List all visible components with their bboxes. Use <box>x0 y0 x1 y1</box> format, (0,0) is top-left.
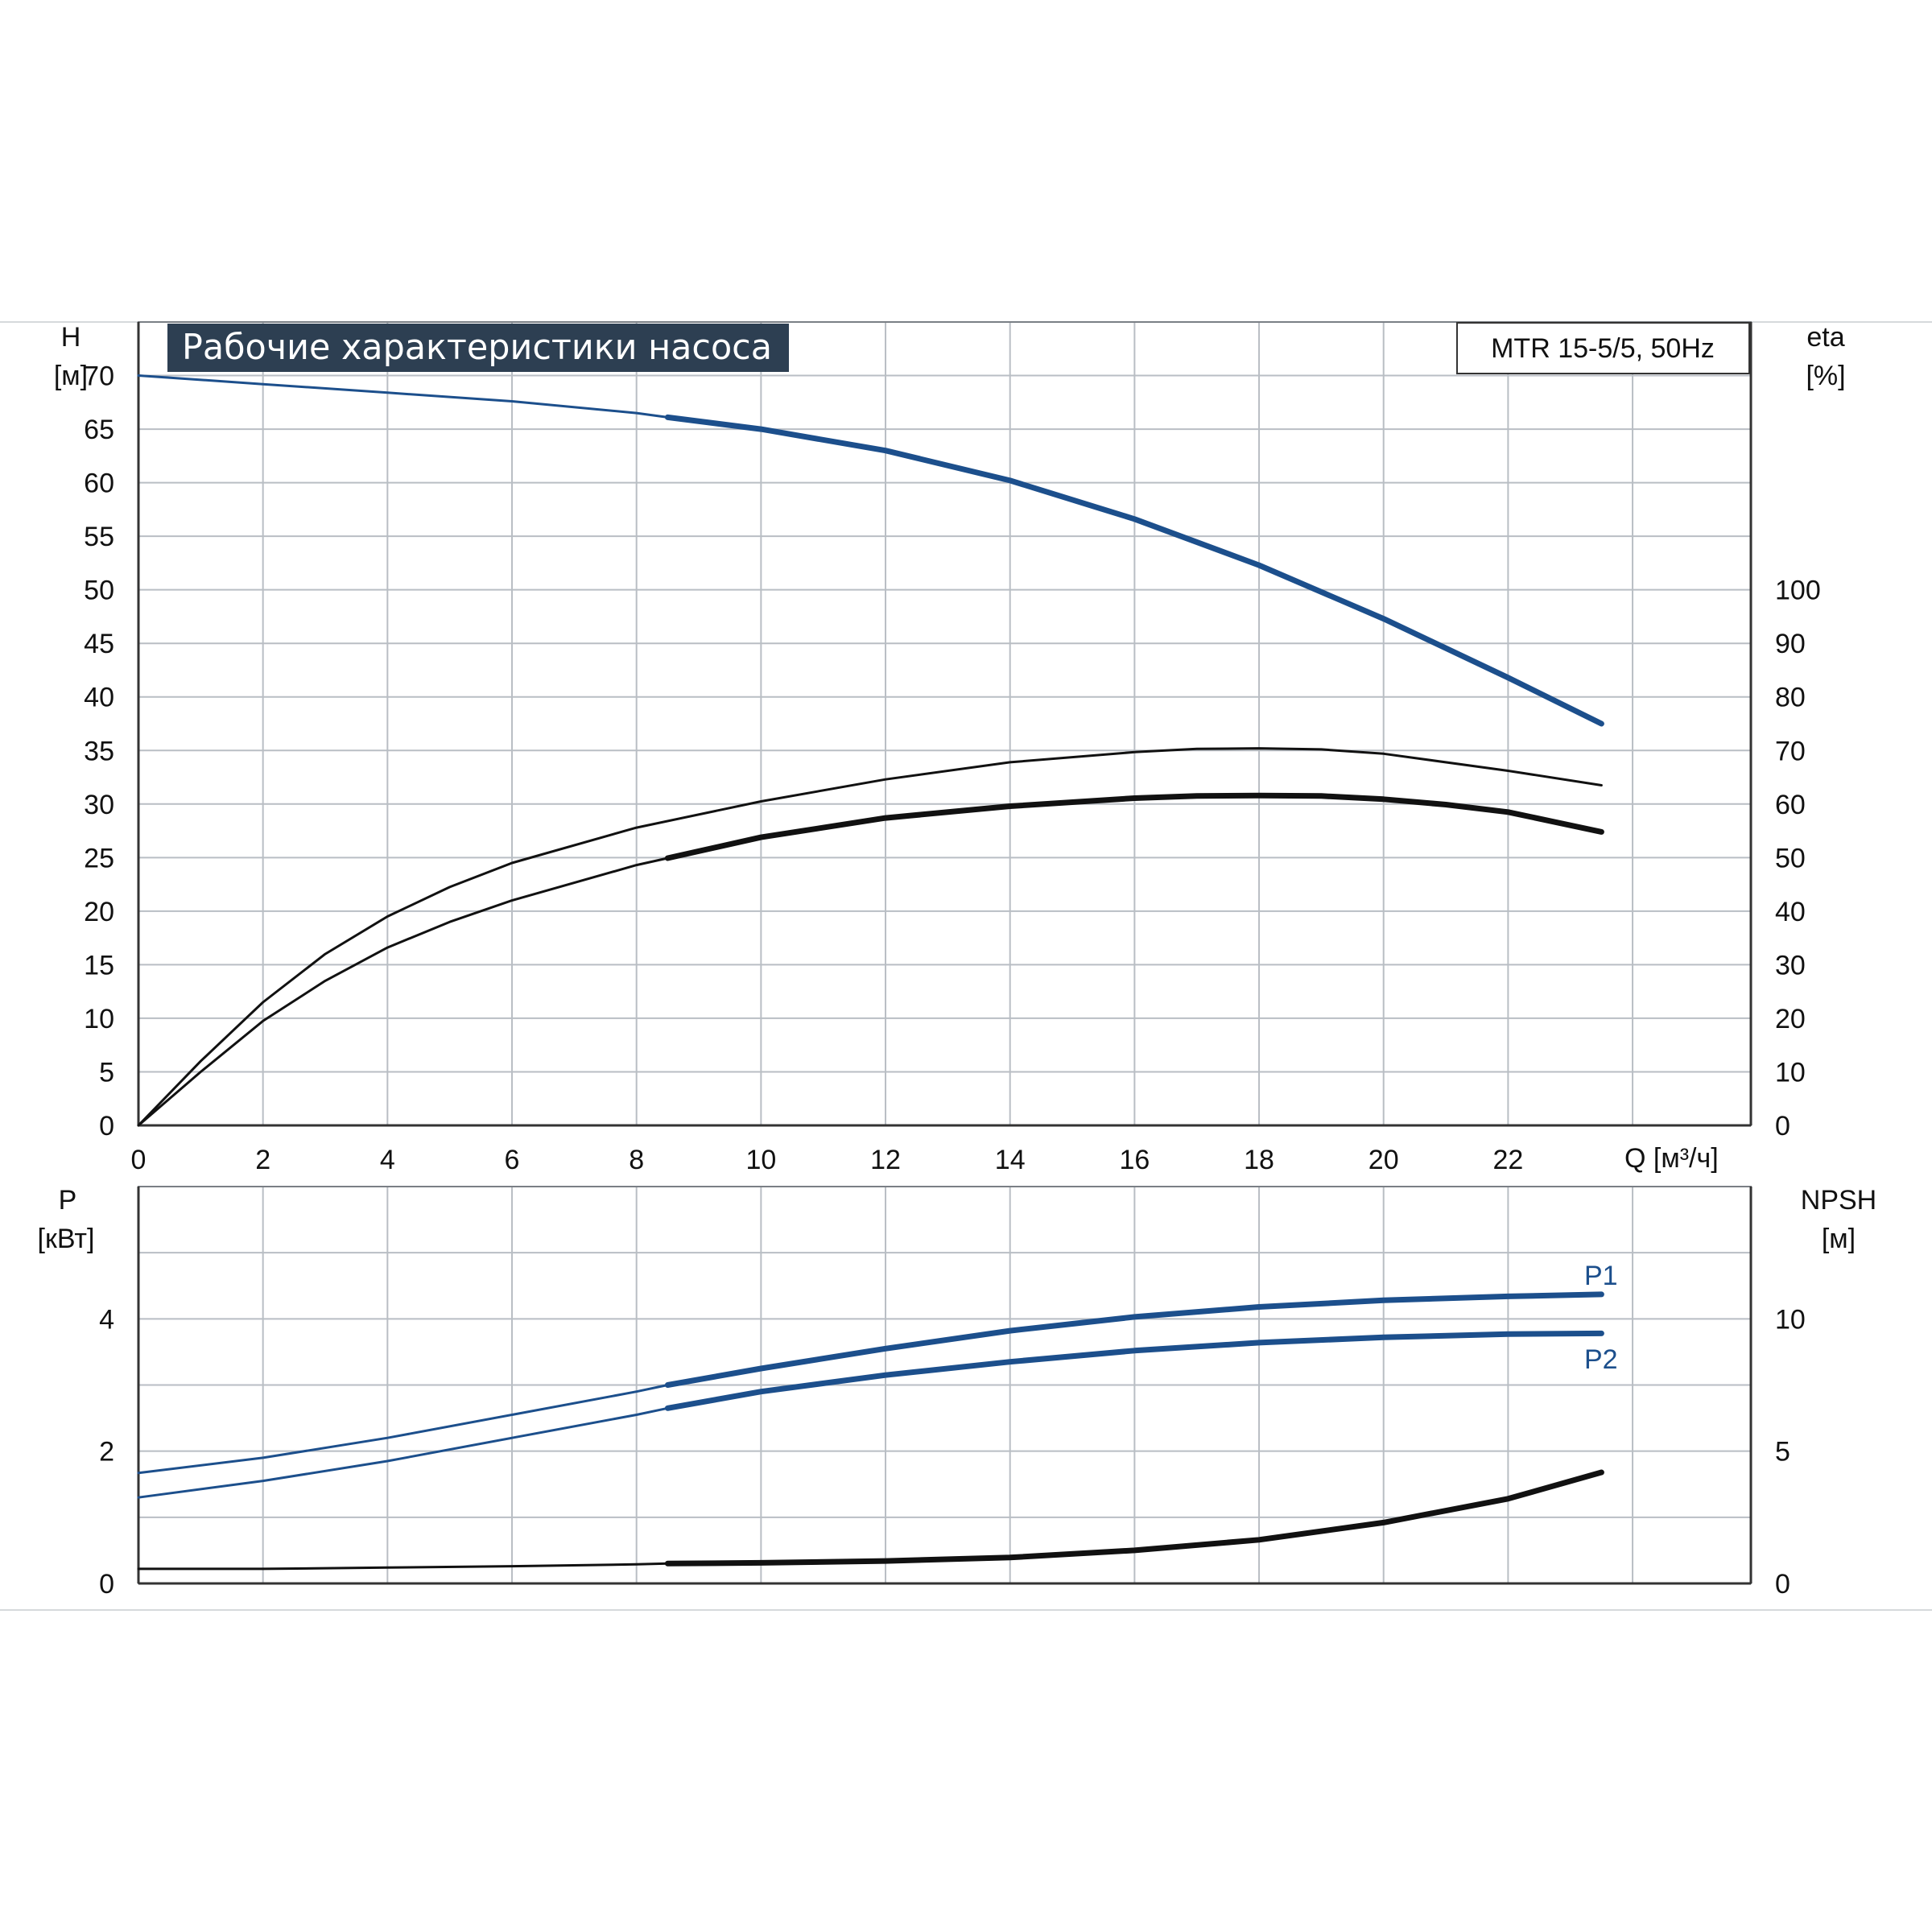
q-tick-label: 8 <box>629 1145 644 1175</box>
q-tick-label: 4 <box>380 1145 395 1175</box>
p1-operating-curve <box>664 1291 1604 1388</box>
p1-series-label: P1 <box>1584 1261 1618 1291</box>
h-tick-label: 45 <box>84 629 114 659</box>
eta-tick-label: 60 <box>1775 790 1806 820</box>
q-tick-label: 10 <box>745 1145 776 1175</box>
q-tick-label: 22 <box>1492 1145 1523 1175</box>
h-tick-label: 20 <box>84 897 114 927</box>
h-tick-label: 35 <box>84 736 114 766</box>
q-tick-label: 6 <box>505 1145 520 1175</box>
eta-tick-label: 40 <box>1775 897 1806 927</box>
h-tick-label: 40 <box>84 683 114 713</box>
model-label: MTR 15-5/5, 50Hz <box>1491 333 1715 364</box>
h-tick-label: 70 <box>84 361 114 392</box>
h-tick-label: 10 <box>84 1004 114 1034</box>
p-tick-label: 0 <box>99 1569 114 1600</box>
h-curve <box>137 374 1603 725</box>
npsh-axis-tick-labels: 0 5 10 <box>1775 1304 1806 1600</box>
title-box <box>167 324 789 372</box>
q-tick-label: 12 <box>870 1145 901 1175</box>
eta-tick-label: 100 <box>1775 576 1821 606</box>
h-tick-label: 50 <box>84 576 114 606</box>
q-axis-title: Q [м³/ч] <box>1624 1143 1719 1174</box>
p2-series-label: P2 <box>1584 1344 1618 1375</box>
p-axis-unit: [кВт] <box>38 1224 95 1254</box>
h-axis-title: H <box>61 322 81 353</box>
h-tick-label: 15 <box>84 950 114 980</box>
h-tick-label: 30 <box>84 790 114 820</box>
npsh-operating-curve <box>664 1469 1604 1567</box>
upper-chart-frame <box>138 321 1752 1126</box>
eta-lower-curve <box>137 794 1603 1127</box>
eta-axis-tick-labels: 0 10 20 30 40 50 60 70 80 90 100 <box>1775 576 1821 1141</box>
npsh-tick-label: 10 <box>1775 1304 1806 1335</box>
h-operating-curve <box>664 414 1604 727</box>
eta-tick-label: 70 <box>1775 736 1806 766</box>
p-tick-label: 4 <box>99 1304 114 1335</box>
eta-tick-label: 20 <box>1775 1004 1806 1034</box>
p2-curve <box>137 1331 1603 1499</box>
page-title: Рабочие характеристики насоса <box>182 327 772 368</box>
eta-tick-label: 50 <box>1775 843 1806 873</box>
lower-chart-grid <box>138 1187 1751 1583</box>
p-axis-title: P <box>59 1185 77 1216</box>
h-tick-label: 65 <box>84 415 114 445</box>
p-axis-tick-labels: 0 2 4 <box>99 1304 114 1600</box>
p2-operating-curve <box>664 1330 1604 1411</box>
npsh-tick-label: 0 <box>1775 1569 1790 1600</box>
q-tick-label: 18 <box>1244 1145 1274 1175</box>
eta-tick-label: 90 <box>1775 629 1806 659</box>
p-tick-label: 2 <box>99 1437 114 1468</box>
upper-chart-grid <box>138 321 1751 1125</box>
h-tick-label: 60 <box>84 469 114 499</box>
h-tick-label: 25 <box>84 843 114 873</box>
h-axis-unit: [м] <box>54 361 88 391</box>
upper-curves <box>137 374 1604 1127</box>
q-tick-label: 16 <box>1119 1145 1150 1175</box>
eta-upper-curve <box>137 747 1603 1127</box>
npsh-axis-unit: [м] <box>1822 1224 1856 1254</box>
npsh-axis-title: NPSH <box>1801 1185 1876 1216</box>
lower-curves <box>137 1291 1604 1571</box>
q-tick-label: 20 <box>1368 1145 1399 1175</box>
p1-curve <box>137 1293 1603 1475</box>
eta-lower-operating-curve <box>664 792 1604 861</box>
eta-tick-label: 10 <box>1775 1057 1806 1088</box>
eta-tick-label: 80 <box>1775 683 1806 713</box>
h-axis-tick-labels: 0 5 10 15 20 25 30 35 40 45 50 55 60 65 70 <box>84 361 114 1141</box>
h-tick-label: 5 <box>99 1057 114 1088</box>
eta-axis-title: eta <box>1806 322 1844 353</box>
npsh-tick-label: 5 <box>1775 1437 1790 1468</box>
q-axis-tick-labels: 0 2 4 6 8 10 12 14 16 18 20 22 <box>131 1145 1524 1175</box>
eta-tick-label: 0 <box>1775 1111 1790 1141</box>
q-tick-label: 0 <box>131 1145 147 1175</box>
model-label-box <box>1456 322 1750 374</box>
eta-axis-unit: [%] <box>1806 361 1845 391</box>
h-tick-label: 55 <box>84 522 114 552</box>
q-tick-label: 14 <box>995 1145 1026 1175</box>
q-tick-label: 2 <box>255 1145 270 1175</box>
eta-tick-label: 30 <box>1775 950 1806 980</box>
h-tick-label: 0 <box>99 1111 114 1141</box>
